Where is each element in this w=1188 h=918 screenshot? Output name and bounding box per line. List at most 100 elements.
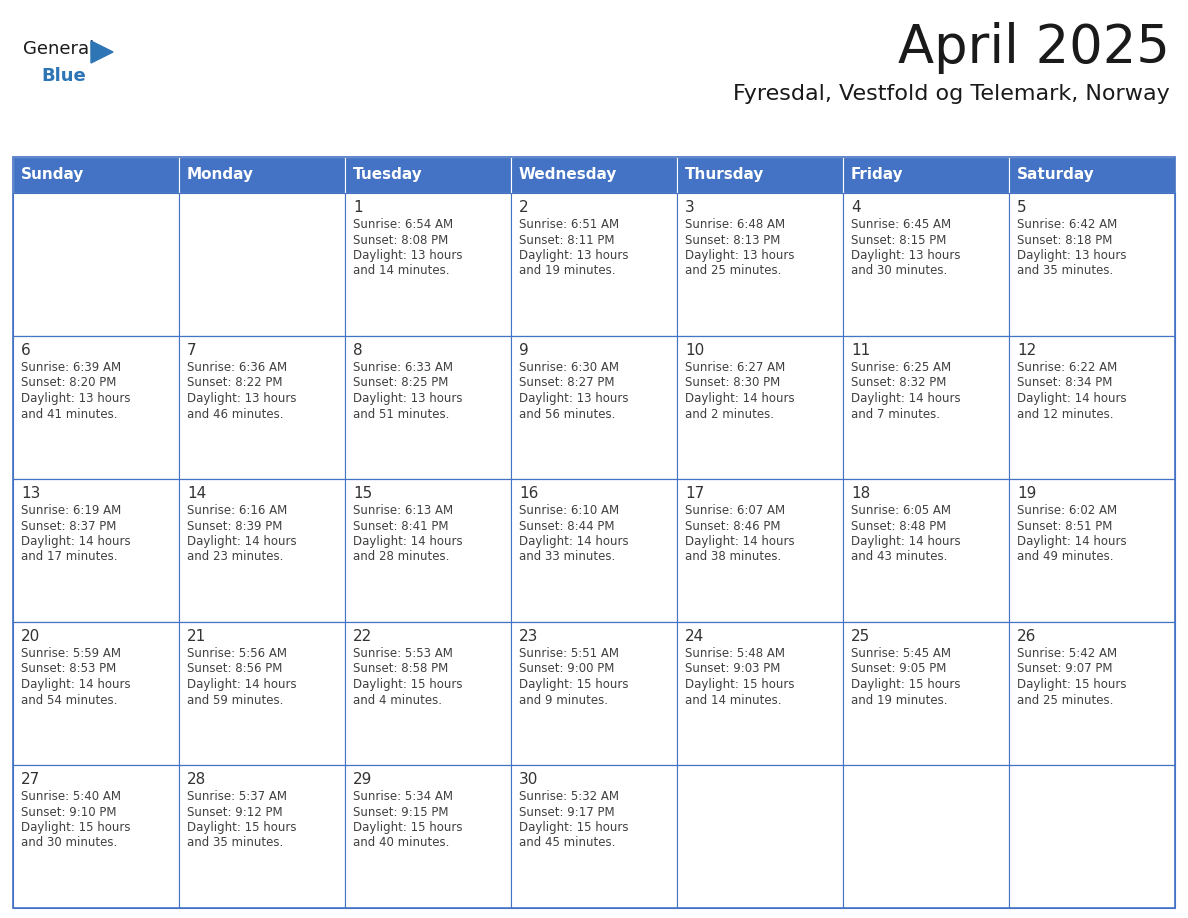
- Text: Daylight: 14 hours: Daylight: 14 hours: [519, 535, 628, 548]
- Text: Daylight: 13 hours: Daylight: 13 hours: [851, 249, 961, 262]
- Text: 23: 23: [519, 629, 538, 644]
- Text: Sunset: 8:46 PM: Sunset: 8:46 PM: [685, 520, 781, 532]
- Text: Sunset: 8:58 PM: Sunset: 8:58 PM: [353, 663, 448, 676]
- Bar: [345, 765, 511, 908]
- Bar: [1009, 622, 1175, 765]
- Text: 25: 25: [851, 629, 871, 644]
- Text: and 17 minutes.: and 17 minutes.: [21, 551, 118, 564]
- Bar: [13, 479, 179, 622]
- Text: Daylight: 14 hours: Daylight: 14 hours: [685, 535, 795, 548]
- Text: Sunrise: 5:59 AM: Sunrise: 5:59 AM: [21, 647, 121, 660]
- Polygon shape: [91, 41, 113, 63]
- Text: 5: 5: [1017, 200, 1026, 215]
- Text: 20: 20: [21, 629, 40, 644]
- Text: Daylight: 13 hours: Daylight: 13 hours: [685, 249, 795, 262]
- Text: Daylight: 13 hours: Daylight: 13 hours: [1017, 249, 1126, 262]
- Text: 8: 8: [353, 343, 362, 358]
- Text: Daylight: 13 hours: Daylight: 13 hours: [21, 392, 131, 405]
- Text: and 33 minutes.: and 33 minutes.: [519, 551, 615, 564]
- Text: and 23 minutes.: and 23 minutes.: [187, 551, 284, 564]
- Text: and 30 minutes.: and 30 minutes.: [21, 836, 118, 849]
- Bar: [1009, 157, 1175, 193]
- Text: General: General: [23, 40, 94, 58]
- Text: Wednesday: Wednesday: [519, 167, 618, 183]
- Text: Monday: Monday: [187, 167, 254, 183]
- Text: Daylight: 15 hours: Daylight: 15 hours: [519, 821, 628, 834]
- Text: Daylight: 13 hours: Daylight: 13 hours: [519, 249, 628, 262]
- Text: Sunrise: 6:13 AM: Sunrise: 6:13 AM: [353, 504, 453, 517]
- Text: Sunset: 8:15 PM: Sunset: 8:15 PM: [851, 233, 947, 247]
- Text: Daylight: 14 hours: Daylight: 14 hours: [21, 535, 131, 548]
- Text: Sunrise: 6:10 AM: Sunrise: 6:10 AM: [519, 504, 619, 517]
- Bar: [1009, 193, 1175, 336]
- Text: 2: 2: [519, 200, 529, 215]
- Text: and 9 minutes.: and 9 minutes.: [519, 693, 608, 707]
- Text: Sunrise: 6:22 AM: Sunrise: 6:22 AM: [1017, 361, 1117, 374]
- Text: Sunrise: 6:30 AM: Sunrise: 6:30 AM: [519, 361, 619, 374]
- Text: Sunset: 9:10 PM: Sunset: 9:10 PM: [21, 805, 116, 819]
- Text: and 40 minutes.: and 40 minutes.: [353, 836, 449, 849]
- Bar: [179, 765, 345, 908]
- Text: and 12 minutes.: and 12 minutes.: [1017, 408, 1113, 420]
- Text: and 28 minutes.: and 28 minutes.: [353, 551, 449, 564]
- Text: Daylight: 15 hours: Daylight: 15 hours: [519, 678, 628, 691]
- Text: Sunrise: 6:25 AM: Sunrise: 6:25 AM: [851, 361, 952, 374]
- Text: and 4 minutes.: and 4 minutes.: [353, 693, 442, 707]
- Bar: [843, 479, 1009, 622]
- Text: and 56 minutes.: and 56 minutes.: [519, 408, 615, 420]
- Text: Daylight: 14 hours: Daylight: 14 hours: [1017, 535, 1126, 548]
- Text: Sunrise: 5:48 AM: Sunrise: 5:48 AM: [685, 647, 785, 660]
- Text: and 35 minutes.: and 35 minutes.: [1017, 264, 1113, 277]
- Text: and 35 minutes.: and 35 minutes.: [187, 836, 283, 849]
- Text: Sunrise: 5:40 AM: Sunrise: 5:40 AM: [21, 790, 121, 803]
- Text: Sunset: 8:44 PM: Sunset: 8:44 PM: [519, 520, 614, 532]
- Bar: [511, 765, 677, 908]
- Bar: [13, 157, 179, 193]
- Text: Sunrise: 6:07 AM: Sunrise: 6:07 AM: [685, 504, 785, 517]
- Text: Daylight: 15 hours: Daylight: 15 hours: [353, 678, 462, 691]
- Bar: [843, 157, 1009, 193]
- Text: 13: 13: [21, 486, 40, 501]
- Text: Sunrise: 6:45 AM: Sunrise: 6:45 AM: [851, 218, 952, 231]
- Text: Daylight: 13 hours: Daylight: 13 hours: [353, 249, 462, 262]
- Text: Daylight: 13 hours: Daylight: 13 hours: [353, 392, 462, 405]
- Bar: [179, 193, 345, 336]
- Text: Sunset: 8:34 PM: Sunset: 8:34 PM: [1017, 376, 1112, 389]
- Text: 27: 27: [21, 772, 40, 787]
- Bar: [677, 336, 843, 479]
- Text: and 14 minutes.: and 14 minutes.: [353, 264, 449, 277]
- Bar: [345, 193, 511, 336]
- Text: Sunrise: 5:34 AM: Sunrise: 5:34 AM: [353, 790, 453, 803]
- Text: Daylight: 14 hours: Daylight: 14 hours: [187, 535, 297, 548]
- Bar: [179, 157, 345, 193]
- Text: Sunset: 9:17 PM: Sunset: 9:17 PM: [519, 805, 614, 819]
- Text: Sunset: 8:11 PM: Sunset: 8:11 PM: [519, 233, 614, 247]
- Text: Sunrise: 5:45 AM: Sunrise: 5:45 AM: [851, 647, 952, 660]
- Text: Sunset: 8:25 PM: Sunset: 8:25 PM: [353, 376, 448, 389]
- Text: Sunrise: 6:33 AM: Sunrise: 6:33 AM: [353, 361, 453, 374]
- Bar: [13, 765, 179, 908]
- Text: Daylight: 15 hours: Daylight: 15 hours: [851, 678, 961, 691]
- Text: Sunset: 8:27 PM: Sunset: 8:27 PM: [519, 376, 614, 389]
- Text: 16: 16: [519, 486, 538, 501]
- Text: 4: 4: [851, 200, 860, 215]
- Bar: [1009, 765, 1175, 908]
- Bar: [843, 193, 1009, 336]
- Text: 15: 15: [353, 486, 372, 501]
- Text: and 2 minutes.: and 2 minutes.: [685, 408, 775, 420]
- Text: and 7 minutes.: and 7 minutes.: [851, 408, 940, 420]
- Text: Sunday: Sunday: [21, 167, 84, 183]
- Text: Sunrise: 6:51 AM: Sunrise: 6:51 AM: [519, 218, 619, 231]
- Text: Sunrise: 6:19 AM: Sunrise: 6:19 AM: [21, 504, 121, 517]
- Text: Sunrise: 6:42 AM: Sunrise: 6:42 AM: [1017, 218, 1117, 231]
- Bar: [345, 622, 511, 765]
- Text: 22: 22: [353, 629, 372, 644]
- Text: Sunset: 8:39 PM: Sunset: 8:39 PM: [187, 520, 283, 532]
- Text: Sunrise: 6:16 AM: Sunrise: 6:16 AM: [187, 504, 287, 517]
- Bar: [179, 479, 345, 622]
- Text: Daylight: 15 hours: Daylight: 15 hours: [21, 821, 131, 834]
- Text: Daylight: 14 hours: Daylight: 14 hours: [851, 535, 961, 548]
- Text: Sunset: 9:03 PM: Sunset: 9:03 PM: [685, 663, 781, 676]
- Text: Sunrise: 5:32 AM: Sunrise: 5:32 AM: [519, 790, 619, 803]
- Text: Sunset: 9:07 PM: Sunset: 9:07 PM: [1017, 663, 1112, 676]
